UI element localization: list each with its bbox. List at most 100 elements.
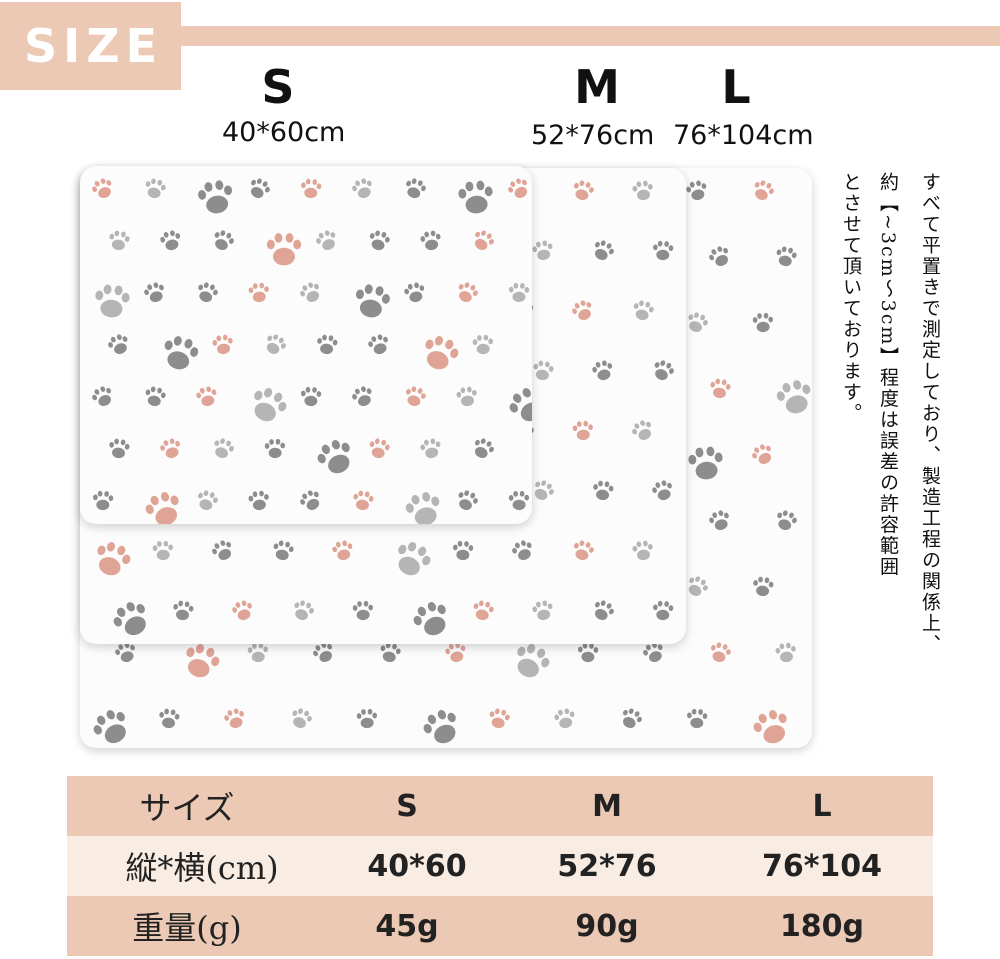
paw-print-icon xyxy=(248,282,269,303)
paw-print-icon xyxy=(777,510,797,531)
paw-print-icon xyxy=(508,178,528,198)
table-cell: 76*104 xyxy=(761,848,883,884)
paw-print-icon xyxy=(214,438,234,459)
table-row-weight: 重量(g) 45g 90g 180g xyxy=(67,896,933,956)
table-header-label: サイズ xyxy=(139,789,235,827)
paw-print-icon xyxy=(577,642,599,663)
table-header-m: M xyxy=(592,788,622,824)
paw-print-icon xyxy=(115,642,135,663)
paw-print-icon xyxy=(572,420,593,441)
size-dims-s: 40*60cm xyxy=(222,117,346,148)
paw-print-icon xyxy=(633,300,654,321)
paw-print-icon xyxy=(332,540,353,561)
paw-print-icon xyxy=(688,576,708,596)
paw-print-icon xyxy=(753,576,774,597)
paw-print-icon xyxy=(316,230,336,251)
paw-print-icon xyxy=(369,438,390,459)
paw-print-icon xyxy=(508,282,530,303)
table-cell: 90g xyxy=(575,908,639,944)
paw-print-icon xyxy=(300,490,320,510)
paw-print-icon xyxy=(406,386,426,407)
paw-print-icon xyxy=(709,246,729,266)
note-line-1: すべて平置きで測定しており、製造工程の関係上、 xyxy=(919,172,941,655)
paw-print-icon xyxy=(352,600,374,621)
paw-print-icon xyxy=(458,180,493,214)
paw-print-icon xyxy=(423,710,456,744)
paw-print-icon xyxy=(508,490,530,511)
paw-print-icon xyxy=(300,386,322,407)
paw-print-icon xyxy=(250,178,270,198)
paw-print-icon xyxy=(776,380,811,414)
paw-print-icon xyxy=(458,490,478,511)
paw-print-icon xyxy=(687,708,708,729)
paw-print-icon xyxy=(292,708,312,729)
paw-print-icon xyxy=(97,542,131,576)
note-line-2: 約【~3cm～3cm】程度は誤差の許容範囲 xyxy=(877,172,899,578)
table-row-label: 縦*横(cm) xyxy=(125,849,279,887)
size-label-l: L xyxy=(721,60,751,114)
paw-print-icon xyxy=(420,438,441,459)
paw-print-icon xyxy=(775,642,796,663)
paw-print-icon xyxy=(509,388,532,422)
paw-print-icon xyxy=(574,540,594,561)
paw-print-icon xyxy=(196,386,217,407)
size-dims-m: 52*76cm xyxy=(531,120,655,151)
paw-print-icon xyxy=(592,360,613,381)
paw-print-icon xyxy=(368,334,388,355)
paw-print-icon xyxy=(405,492,440,524)
paw-print-icon xyxy=(688,446,723,480)
paw-print-icon xyxy=(313,642,333,662)
paw-print-icon xyxy=(512,540,532,561)
paw-print-icon xyxy=(472,334,493,355)
paw-print-icon xyxy=(517,644,550,678)
paw-print-icon xyxy=(352,178,372,199)
paw-print-icon xyxy=(752,444,772,464)
paw-print-icon xyxy=(108,334,128,355)
size-table: サイズ S M L 縦*横(cm) 40*60 52*76 76*104 重量(… xyxy=(67,776,933,956)
paw-print-icon xyxy=(317,334,338,355)
blanket-s-image xyxy=(80,166,532,524)
paw-print-icon xyxy=(198,282,218,303)
paw-print-icon xyxy=(160,230,181,251)
table-header-l: L xyxy=(812,788,832,824)
paw-print-icon xyxy=(452,540,474,561)
size-title-box: SIZE xyxy=(0,2,181,90)
header-accent-bar xyxy=(181,26,1000,46)
paw-print-icon xyxy=(355,284,390,318)
paw-print-icon xyxy=(653,240,674,261)
size-label-m: M xyxy=(574,60,620,114)
paw-print-icon xyxy=(594,240,614,260)
paw-print-icon xyxy=(95,284,130,318)
paw-print-icon xyxy=(413,602,446,636)
paw-print-icon xyxy=(398,542,431,576)
paw-print-icon xyxy=(534,480,554,500)
paw-print-icon xyxy=(632,180,653,201)
note-line-3: とさせて頂いております。 xyxy=(840,172,862,424)
paw-print-icon xyxy=(212,540,232,560)
paw-print-icon xyxy=(404,282,425,303)
paw-print-icon xyxy=(301,178,322,199)
paw-print-icon xyxy=(152,540,173,561)
paw-print-icon xyxy=(144,282,164,303)
paw-print-icon xyxy=(593,480,614,501)
paw-print-icon xyxy=(632,540,653,561)
paw-print-icon xyxy=(317,440,350,474)
paw-print-icon xyxy=(532,600,553,621)
paw-print-icon xyxy=(145,492,179,524)
paw-print-icon xyxy=(532,240,553,261)
paw-print-icon xyxy=(247,642,268,663)
paw-print-icon xyxy=(186,644,220,678)
paw-print-icon xyxy=(145,178,166,199)
paw-print-icon xyxy=(425,336,459,370)
paw-print-icon xyxy=(686,180,707,201)
paw-print-icon xyxy=(474,438,494,458)
paw-print-icon xyxy=(164,336,199,370)
paw-print-icon xyxy=(93,710,126,744)
paw-print-icon xyxy=(754,180,774,200)
paw-print-icon xyxy=(688,312,708,333)
table-header-row: サイズ S M L xyxy=(67,776,933,836)
paw-print-icon xyxy=(264,438,286,459)
table-cell: 40*60 xyxy=(367,848,467,884)
paw-print-icon xyxy=(109,230,130,251)
paw-print-icon xyxy=(232,600,252,621)
